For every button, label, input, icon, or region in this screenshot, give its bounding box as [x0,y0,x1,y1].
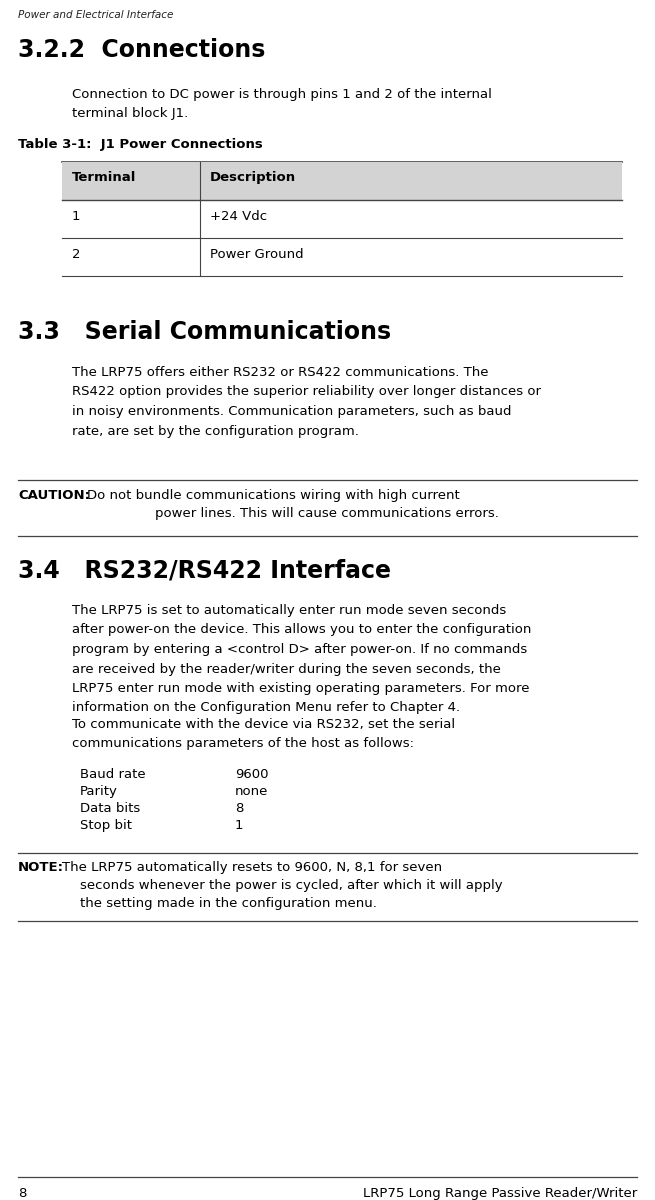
Text: Connection to DC power is through pins 1 and 2 of the internal
terminal block J1: Connection to DC power is through pins 1… [72,88,492,120]
Text: Baud rate: Baud rate [80,768,145,781]
Text: the setting made in the configuration menu.: the setting made in the configuration me… [80,898,377,910]
Text: 9600: 9600 [235,768,269,781]
Text: Stop bit: Stop bit [80,818,132,832]
Text: The LRP75 offers either RS232 or RS422 communications. The
RS422 option provides: The LRP75 offers either RS232 or RS422 c… [72,366,541,438]
Text: +24 Vdc: +24 Vdc [210,210,267,223]
Text: Do not bundle communications wiring with high current: Do not bundle communications wiring with… [87,490,460,502]
Text: To communicate with the device via RS232, set the serial
communications paramete: To communicate with the device via RS232… [72,718,455,750]
Text: Terminal: Terminal [72,170,136,184]
Text: 3.2.2  Connections: 3.2.2 Connections [18,38,265,62]
Text: Description: Description [210,170,296,184]
Text: LRP75 Long Range Passive Reader/Writer: LRP75 Long Range Passive Reader/Writer [363,1187,637,1200]
Text: 3.3   Serial Communications: 3.3 Serial Communications [18,320,391,344]
Text: none: none [235,785,269,798]
Text: 8: 8 [18,1187,26,1200]
Text: Power Ground: Power Ground [210,248,304,260]
Text: Power and Electrical Interface: Power and Electrical Interface [18,10,174,20]
Bar [62,162,622,200]
Text: Parity: Parity [80,785,118,798]
Text: power lines. This will cause communications errors.: power lines. This will cause communicati… [155,506,499,520]
Text: The LRP75 is set to automatically enter run mode seven seconds
after power-on th: The LRP75 is set to automatically enter … [72,604,531,714]
Text: Data bits: Data bits [80,802,140,815]
Text: 3.4   RS232/RS422 Interface: 3.4 RS232/RS422 Interface [18,558,391,582]
Text: 1: 1 [235,818,244,832]
Text: CAUTION:: CAUTION: [18,490,90,502]
Text: 8: 8 [235,802,244,815]
Text: seconds whenever the power is cycled, after which it will apply: seconds whenever the power is cycled, af… [80,878,502,892]
Text: 1: 1 [72,210,81,223]
Text: NOTE:: NOTE: [18,862,64,874]
Text: 2: 2 [72,248,81,260]
Text: Table 3-1:  J1 Power Connections: Table 3-1: J1 Power Connections [18,138,263,151]
Text: The LRP75 automatically resets to 9600, N, 8,1 for seven: The LRP75 automatically resets to 9600, … [62,862,442,874]
